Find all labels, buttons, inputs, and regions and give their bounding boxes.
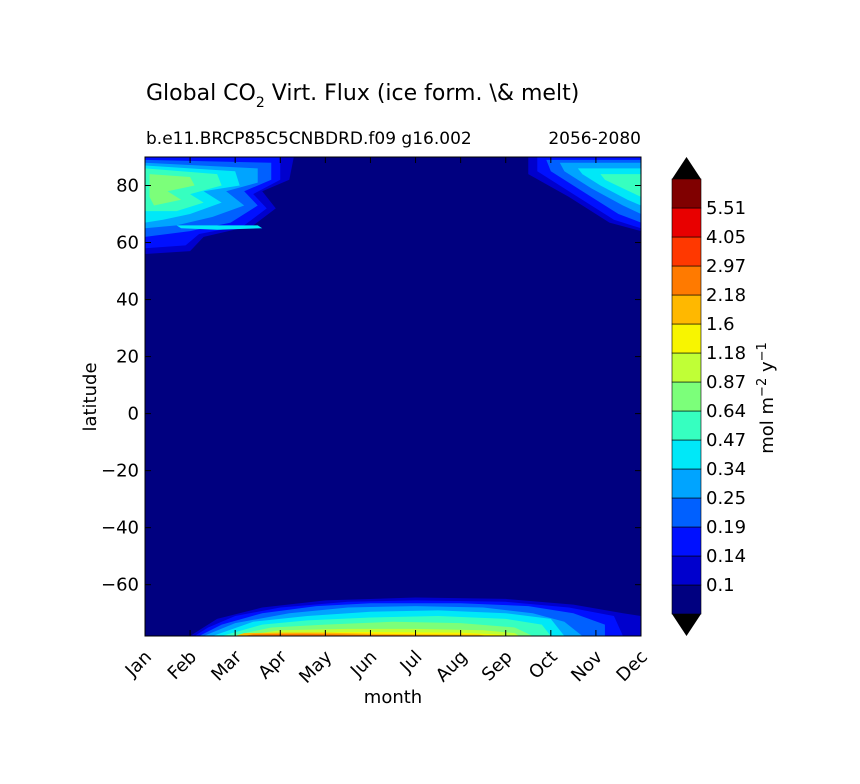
colorbar-tick-label: 2.97 <box>706 256 746 277</box>
colorbar-segment <box>671 497 702 528</box>
y-tick-label: −60 <box>101 575 139 596</box>
colorbar-tick-label: 0.1 <box>706 575 735 596</box>
contour-fields <box>145 157 641 636</box>
colorbar-label: mol m−2 y−1 <box>755 342 778 454</box>
y-axis: 80 60 40 20 0 −20 −40 −60 <box>101 176 641 596</box>
colorbar-tick-label: 1.6 <box>706 314 735 335</box>
colorbar-tick-label: 0.47 <box>706 430 746 451</box>
colorbar-segment <box>671 439 702 470</box>
arctic-spring-band <box>176 225 263 230</box>
x-tick-label: Oct <box>525 647 562 684</box>
y-tick-label: 40 <box>116 290 139 311</box>
colorbar-tick-label: 5.51 <box>706 198 746 219</box>
x-tick-label: Feb <box>164 647 201 684</box>
arctic-spring-band <box>149 174 195 206</box>
plot-background <box>145 157 641 636</box>
y-axis-label: latitude <box>80 362 101 431</box>
arctic-autumn-band <box>600 174 641 197</box>
x-axis-label: month <box>364 687 422 708</box>
colorbar-segment <box>671 410 702 441</box>
plot-frame <box>144 156 642 637</box>
colorbar-tick-label: 0.87 <box>706 372 746 393</box>
x-tick-label: May <box>295 646 336 687</box>
colorbar-segment <box>671 381 702 412</box>
y-tick-label: 60 <box>116 233 139 254</box>
colorbar-segment <box>671 265 702 296</box>
y-tick-label: 80 <box>116 176 139 197</box>
plot-area <box>144 156 642 637</box>
y-tick-label: 20 <box>116 347 139 368</box>
colorbar-segment <box>671 352 702 383</box>
x-tick-label: Jun <box>346 647 381 682</box>
colorbar-tick-label: 0.14 <box>706 546 746 567</box>
x-tick-label: Sep <box>478 647 517 686</box>
x-tick-label: Jul <box>396 647 427 678</box>
colorbar-tick-label: 0.34 <box>706 459 746 480</box>
colorbar-segment <box>671 178 702 209</box>
colorbar-extend-min <box>672 614 701 636</box>
colorbar-tick-label: 4.05 <box>706 227 746 248</box>
x-tick-label: Jan <box>121 647 156 682</box>
colorbar: 5.51 4.05 2.97 2.18 1.6 1.18 0.87 0.64 0.47 0.34 0… <box>671 157 746 636</box>
y-tick-label: −40 <box>101 518 139 539</box>
antarctic-band <box>244 633 452 636</box>
x-tick-label: Dec <box>612 647 651 686</box>
x-tick-label: Nov <box>567 646 607 686</box>
colorbar-segment <box>671 323 702 354</box>
x-tick-label: Mar <box>207 646 246 685</box>
colorbar-tick-label: 0.25 <box>706 488 746 509</box>
colorbar-segment <box>671 555 702 586</box>
colorbar-segment <box>671 526 702 557</box>
colorbar-segment <box>671 236 702 267</box>
colorbar-tick-label: 2.18 <box>706 285 746 306</box>
chart-subtitle-right: 2056-2080 <box>548 129 641 149</box>
colorbar-segment <box>671 207 702 238</box>
colorbar-segment <box>671 294 702 325</box>
colorbar-segment <box>671 468 702 499</box>
colorbar-tick-label: 0.19 <box>706 517 746 538</box>
y-tick-label: −20 <box>101 461 139 482</box>
chart-subtitle-left: b.e11.BRCP85C5CNBDRD.f09 g16.002 <box>146 129 472 149</box>
chart-title: Global CO2 Virt. Flux (ice form. \& melt… <box>146 81 579 111</box>
colorbar-segment <box>671 584 702 615</box>
colorbar-tick-label: 0.64 <box>706 401 746 422</box>
y-tick-label: 0 <box>128 404 139 425</box>
x-tick-label: Aug <box>432 647 472 687</box>
x-tick-label: Apr <box>254 646 291 683</box>
colorbar-tick-label: 1.18 <box>706 343 746 364</box>
colorbar-extend-max <box>672 157 701 179</box>
